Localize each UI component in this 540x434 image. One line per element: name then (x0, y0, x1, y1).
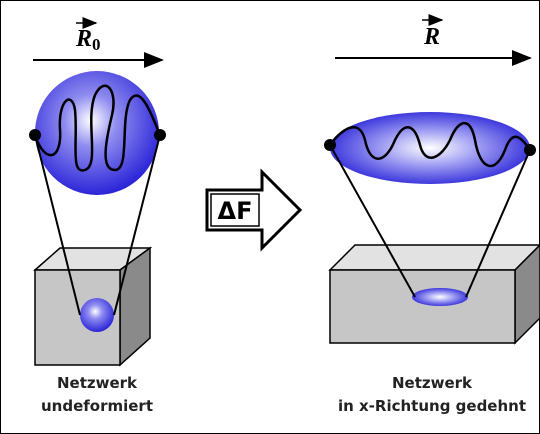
diagram: R0 Netzwerk undeformiert ΔF R Netzwerk i… (0, 0, 540, 434)
node (154, 129, 166, 141)
caption: Netzwerk (57, 374, 138, 392)
small-sphere (80, 298, 114, 332)
caption: in x-Richtung gedehnt (338, 397, 526, 415)
caption: Netzwerk (392, 374, 473, 392)
subscript: 0 (92, 35, 101, 54)
box-front (330, 270, 515, 343)
caption: undeformiert (41, 397, 153, 415)
small-ellipsoid (412, 288, 468, 306)
box-top (330, 245, 540, 270)
node (324, 139, 336, 151)
force-label: ΔF (218, 197, 253, 225)
node (29, 129, 41, 141)
node (524, 144, 536, 156)
label: R (75, 26, 92, 52)
ellipsoid (330, 112, 530, 184)
vector-label: R (423, 24, 440, 50)
